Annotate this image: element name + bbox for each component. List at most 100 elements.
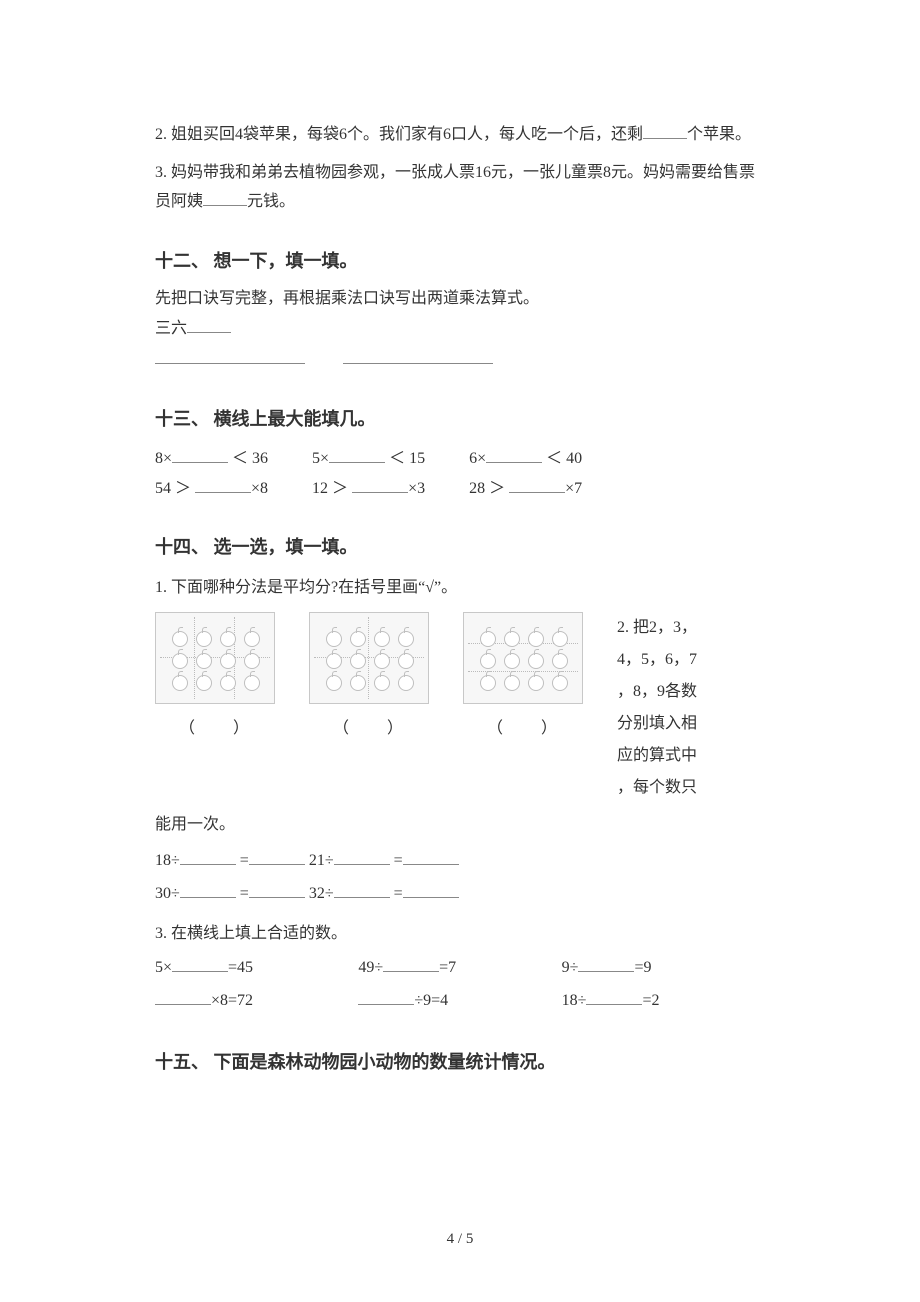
section-14-q3: 3. 在横线上填上合适的数。 xyxy=(155,919,765,949)
choice-1: （ ） xyxy=(155,612,275,744)
text: 54 ＞ xyxy=(155,480,195,497)
section-14-after: 能用一次。 xyxy=(155,810,765,840)
text: 18÷ xyxy=(562,992,587,1009)
apple-icon xyxy=(478,649,496,667)
blank[interactable] xyxy=(643,122,687,139)
text: ＜ 15 xyxy=(385,450,425,467)
text: 5× xyxy=(155,959,172,976)
apple-icon xyxy=(348,627,366,645)
text: 12 ＞ xyxy=(312,480,352,497)
choice-paren[interactable]: （ ） xyxy=(155,714,275,744)
blank[interactable] xyxy=(187,316,231,333)
blank[interactable] xyxy=(586,988,642,1005)
blank[interactable] xyxy=(358,988,414,1005)
section-12-answers xyxy=(155,345,765,375)
apple-icon xyxy=(550,649,568,667)
apple-icon xyxy=(170,649,188,667)
blank[interactable] xyxy=(195,476,251,493)
apple-icon xyxy=(396,627,414,645)
blank[interactable] xyxy=(403,881,459,898)
text: = xyxy=(394,852,403,869)
apple-icon xyxy=(372,671,390,689)
blank[interactable] xyxy=(383,955,439,972)
text: ×8 xyxy=(251,480,268,497)
apple-icon xyxy=(170,671,188,689)
choice-paren[interactable]: （ ） xyxy=(309,714,429,744)
text: 28 ＞ xyxy=(469,480,509,497)
blank[interactable] xyxy=(403,848,459,865)
apple-icon xyxy=(348,671,366,689)
apple-icon xyxy=(502,627,520,645)
apple-icon xyxy=(170,627,188,645)
apple-box xyxy=(309,612,429,704)
apple-icon xyxy=(218,627,236,645)
apple-icon xyxy=(218,671,236,689)
blank[interactable] xyxy=(180,848,236,865)
question-2: 2. 姐姐买回4袋苹果，每袋6个。我们家有6口人，每人吃一个后，还剩 个苹果。 xyxy=(155,120,765,150)
text: ×8=72 xyxy=(211,992,253,1009)
section-14-q1: 1. 下面哪种分法是平均分?在括号里画“√”。 xyxy=(155,573,765,603)
text: =9 xyxy=(634,959,651,976)
section-12-title: 十二、 想一下，填一填。 xyxy=(155,245,765,278)
text: =7 xyxy=(439,959,456,976)
apple-icon xyxy=(218,649,236,667)
apple-icon xyxy=(502,649,520,667)
apple-icon xyxy=(502,671,520,689)
side-text: 2. 把2，3， 4，5，6，7 ，8，9各数 分别填入相 应的算式中 ，每个数… xyxy=(617,612,765,804)
section-13-title: 十三、 横线上最大能填几。 xyxy=(155,403,765,436)
choice-paren[interactable]: （ ） xyxy=(463,714,583,744)
blank[interactable] xyxy=(334,881,390,898)
apple-icon xyxy=(526,627,544,645)
text: ×3 xyxy=(408,480,425,497)
blank[interactable] xyxy=(180,881,236,898)
text: 6× xyxy=(469,450,486,467)
section-14-title: 十四、 选一选，填一填。 xyxy=(155,531,765,564)
blank[interactable] xyxy=(343,347,493,364)
text: =45 xyxy=(228,959,253,976)
text: 应的算式中 xyxy=(617,740,765,772)
blank[interactable] xyxy=(509,476,565,493)
picture-row: （ ） （ ） （ ） xyxy=(155,612,765,804)
apple-icon xyxy=(242,627,260,645)
blank[interactable] xyxy=(329,446,385,463)
apple-box xyxy=(155,612,275,704)
text: 30÷ xyxy=(155,885,180,902)
q2-text-a: 2. 姐姐买回4袋苹果，每袋6个。我们家有6口人，每人吃一个后，还剩 xyxy=(155,126,643,143)
apple-icon xyxy=(348,649,366,667)
q2-text-b: 个苹果。 xyxy=(687,126,751,143)
blank[interactable] xyxy=(249,881,305,898)
section-14-grid-row1: 5×=45 49÷=7 9÷=9 xyxy=(155,953,765,983)
blank[interactable] xyxy=(352,476,408,493)
blank[interactable] xyxy=(486,446,542,463)
blank[interactable] xyxy=(578,955,634,972)
blank[interactable] xyxy=(172,955,228,972)
text: 5× xyxy=(312,450,329,467)
blank[interactable] xyxy=(334,848,390,865)
text: 4，5，6，7 xyxy=(617,644,765,676)
apple-icon xyxy=(242,671,260,689)
choice-3: （ ） xyxy=(463,612,583,744)
q3-text-b: 元钱。 xyxy=(247,193,295,210)
apple-icon xyxy=(396,649,414,667)
text: ＜ 36 xyxy=(228,450,268,467)
page: 2. 姐姐买回4袋苹果，每袋6个。我们家有6口人，每人吃一个后，还剩 个苹果。 3… xyxy=(0,0,920,1302)
blank[interactable] xyxy=(155,988,211,1005)
apple-icon xyxy=(242,649,260,667)
text: =2 xyxy=(642,992,659,1009)
section-15-title: 十五、 下面是森林动物园小动物的数量统计情况。 xyxy=(155,1046,765,1079)
section-12-instr: 先把口诀写完整，再根据乘法口诀写出两道乘法算式。 xyxy=(155,284,765,314)
text: ＜ 40 xyxy=(542,450,582,467)
blank[interactable] xyxy=(155,347,305,364)
section-13-row2: 54 ＞ ×8 12 ＞ ×3 28 ＞ ×7 xyxy=(155,474,765,504)
section-12-line: 三六 xyxy=(155,314,765,344)
blank[interactable] xyxy=(249,848,305,865)
text: = xyxy=(240,852,249,869)
choice-2: （ ） xyxy=(309,612,429,744)
apple-icon xyxy=(194,671,212,689)
blank[interactable] xyxy=(203,189,247,206)
text: ×7 xyxy=(565,480,582,497)
apple-icon xyxy=(372,649,390,667)
apple-icon xyxy=(324,671,342,689)
text: = xyxy=(394,885,403,902)
blank[interactable] xyxy=(172,446,228,463)
